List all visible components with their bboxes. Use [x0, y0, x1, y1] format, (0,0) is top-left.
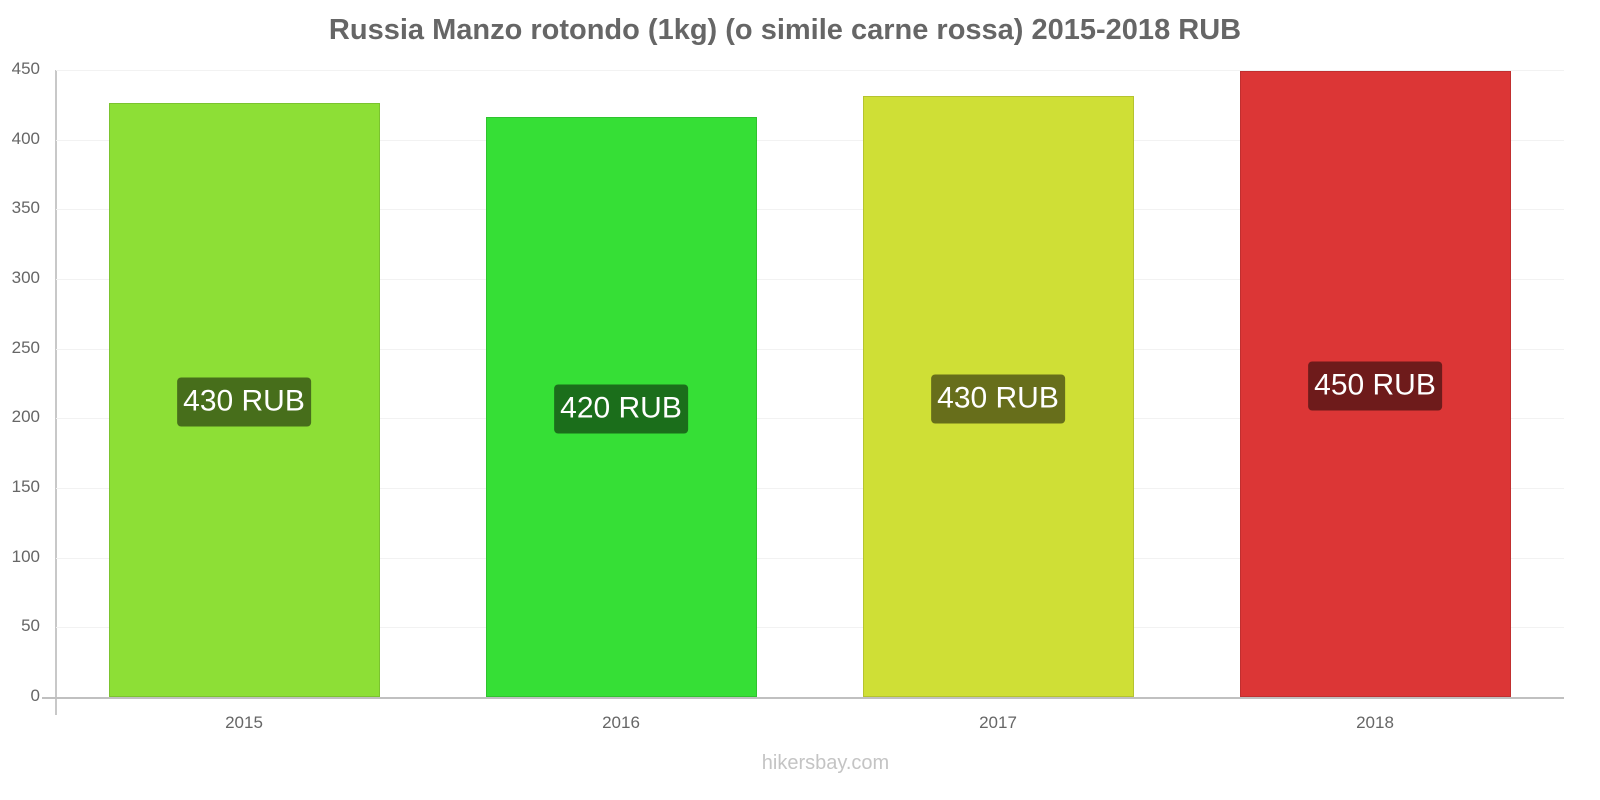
gridline [56, 279, 1564, 280]
x-tick-label: 2016 [602, 713, 640, 732]
y-tick-label: 250 [11, 338, 40, 357]
gridline [56, 209, 1564, 210]
y-tick-label: 400 [11, 129, 40, 148]
bar-value-label: 420 RUB [554, 384, 688, 434]
gridline [56, 349, 1564, 350]
gridline [56, 140, 1564, 141]
gridline [56, 488, 1564, 489]
y-zero-tick [42, 697, 56, 699]
bar-value-label: 450 RUB [1308, 361, 1442, 411]
bar-value-label: 430 RUB [177, 377, 311, 427]
y-tick-label: 300 [11, 268, 40, 287]
gridline [56, 418, 1564, 419]
y-tick-label: 150 [11, 477, 40, 496]
chart-title: Russia Manzo rotondo (1kg) (o simile car… [328, 14, 1242, 46]
y-tick-label: 0 [30, 686, 40, 705]
gridline [56, 627, 1564, 628]
y-tick-label: 450 [11, 59, 40, 78]
y-tick-label: 200 [11, 407, 40, 426]
x-tick-label: 2018 [1356, 713, 1394, 732]
x-tick-label: 2015 [225, 713, 263, 732]
y-axis-line [55, 70, 57, 715]
x-tick-label: 2017 [979, 713, 1017, 732]
footer-source: hikersbay.com [761, 752, 890, 774]
y-tick-label: 50 [21, 616, 40, 635]
y-tick-label: 100 [11, 547, 40, 566]
y-tick-label: 350 [11, 198, 40, 217]
x-axis-line [42, 697, 1564, 699]
gridline [56, 70, 1564, 71]
bar-2015[interactable] [109, 103, 380, 697]
bar-value-label: 430 RUB [931, 374, 1065, 424]
gridline [56, 558, 1564, 559]
